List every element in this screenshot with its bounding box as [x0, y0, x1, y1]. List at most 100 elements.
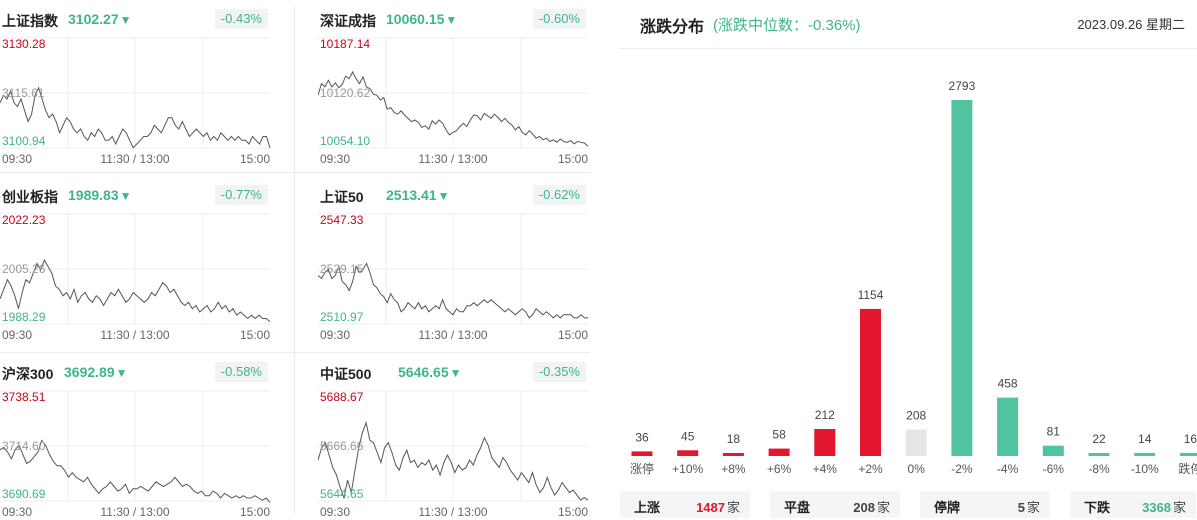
index-price-value: 1989.83: [68, 187, 119, 203]
bar-value-label: 212: [815, 408, 835, 422]
summary-label: 停牌: [934, 500, 961, 515]
bar-value-label: 208: [906, 409, 926, 423]
index-card-header: 中证500 5646.65▼ -0.35%: [318, 357, 588, 383]
summary-unit: 家: [726, 500, 740, 515]
summary-number: 3368: [1142, 500, 1171, 515]
mid-label: 3714.60: [2, 439, 46, 453]
index-change-badge: -0.62%: [532, 185, 586, 205]
low-label: 5644.65: [320, 487, 364, 501]
time-label-start: 09:30: [320, 152, 350, 166]
time-label-mid: 11:30 / 13:00: [100, 152, 169, 166]
row-divider: [0, 172, 590, 173]
index-card-header: 沪深300 3692.89▼ -0.58%: [0, 357, 270, 383]
index-name: 中证500: [320, 366, 372, 382]
bar: [1042, 445, 1064, 456]
index-card-cyb[interactable]: 创业板指 1989.83▼ -0.77% 2022.23 2005.26 1988.…: [0, 180, 271, 350]
index-price-value: 3692.89: [64, 364, 115, 380]
time-label-end: 15:00: [240, 505, 270, 519]
distribution-bar-chart: 36 涨停 45 +10% 18 +8% 58 +6% 212 +4% 1154 +2% 208 0% 27…: [630, 79, 1197, 476]
price-line: [0, 86, 271, 149]
summary-label: 下跌: [1084, 500, 1111, 515]
high-label: 3130.28: [2, 37, 46, 51]
bar-value-label: 22: [1092, 432, 1106, 446]
summary-value: 208 家: [853, 497, 890, 516]
index-card-sz[interactable]: 深证成指 10060.15▼ -0.60% 10187.14 10120.62 10…: [318, 4, 589, 174]
index-name: 深证成指: [320, 13, 376, 29]
index-price: 3692.89▼: [64, 364, 128, 380]
bar: [768, 448, 790, 456]
low-label: 2510.97: [320, 310, 364, 324]
summary-unit: 家: [1172, 500, 1186, 515]
index-card-sh[interactable]: 上证指数 3102.27▼ -0.43% 3130.28 3115.61 3100.…: [0, 4, 271, 174]
summary-unit: 家: [876, 500, 890, 515]
bar-value-label: 45: [681, 429, 695, 443]
bar: [997, 397, 1019, 456]
distribution-median: (涨跌中位数：-0.36%): [713, 17, 861, 34]
time-label-start: 09:30: [320, 328, 350, 342]
bar: [1088, 453, 1110, 456]
bar-category-label: 跌停: [1178, 461, 1197, 476]
index-card-header: 上证指数 3102.27▼ -0.43%: [0, 4, 270, 30]
high-label: 10187.14: [320, 37, 370, 51]
summary-flat: 平盘 208 家: [770, 491, 900, 518]
header-divider: [619, 48, 1197, 49]
column-divider: [294, 6, 295, 514]
mid-label: 3115.61: [2, 86, 45, 100]
bar-category-label: +8%: [721, 462, 746, 476]
high-label: 5688.67: [320, 390, 364, 404]
bar: [951, 100, 973, 456]
bar-value-label: 58: [772, 428, 786, 442]
time-label-start: 09:30: [2, 152, 32, 166]
bar-category-label: +4%: [813, 462, 838, 476]
bar-category-label: -6%: [1043, 462, 1065, 476]
row-divider: [0, 352, 590, 353]
bar: [631, 451, 653, 456]
bar: [1134, 453, 1156, 456]
down-arrow-icon: ▼: [449, 366, 462, 380]
time-label-end: 15:00: [240, 152, 270, 166]
distribution-title: 涨跌分布: [640, 19, 705, 36]
down-arrow-icon: ▼: [119, 189, 132, 203]
summary-up: 上涨 1487 家: [620, 491, 750, 518]
index-card-sz50[interactable]: 上证50 2513.41▼ -0.62% 2547.33 2529.15 2510.…: [318, 180, 588, 350]
low-label: 1988.29: [2, 310, 46, 324]
time-label-mid: 11:30 / 13:00: [100, 505, 169, 519]
bar-category-label: -2%: [951, 462, 973, 476]
summary-value: 3368 家: [1142, 497, 1186, 516]
time-label-mid: 11:30 / 13:00: [418, 328, 487, 342]
time-label-end: 15:00: [558, 152, 588, 166]
bar: [677, 450, 699, 456]
time-label-start: 09:30: [2, 328, 32, 342]
index-price-value: 5646.65: [398, 364, 449, 380]
bar: [860, 308, 881, 456]
index-card-header: 创业板指 1989.83▼ -0.77%: [0, 180, 270, 206]
time-label-start: 09:30: [320, 505, 350, 519]
index-card-zz500[interactable]: 中证500 5646.65▼ -0.35% 5688.67 5666.66 5644…: [318, 357, 588, 520]
bar-category-label: -4%: [997, 462, 1019, 476]
summary-number: 5: [1017, 500, 1025, 515]
high-label: 3738.51: [2, 390, 46, 404]
summary-number: 208: [853, 500, 875, 515]
index-change-badge: -0.58%: [214, 362, 268, 382]
intraday-chart: 3738.51 3714.60 3690.69 09:30 11:30 / 13:00 1…: [0, 390, 271, 519]
bar-category-label: 0%: [908, 462, 926, 476]
time-label-start: 09:30: [2, 505, 32, 519]
bar-category-label: -10%: [1131, 462, 1159, 476]
summary-down: 下跌 3368 家: [1070, 491, 1196, 518]
price-line: [0, 258, 271, 323]
intraday-chart: 2547.33 2529.15 2510.97 09:30 11:30 / 13:00 1…: [318, 213, 588, 342]
low-label: 10054.10: [320, 134, 370, 148]
down-arrow-icon: ▼: [437, 189, 450, 203]
index-price-value: 10060.15: [386, 11, 445, 27]
index-price-value: 3102.27: [68, 11, 119, 27]
bar-category-label: +2%: [858, 462, 883, 476]
low-label: 3100.94: [2, 134, 46, 148]
index-change-badge: -0.60%: [532, 9, 586, 29]
intraday-chart: 10187.14 10120.62 10054.10 09:30 11:30 / 13:…: [318, 37, 589, 166]
index-price: 5646.65▼: [398, 364, 462, 380]
bar: [905, 429, 927, 456]
bar-value-label: 16: [1184, 432, 1197, 446]
index-card-hs300[interactable]: 沪深300 3692.89▼ -0.58% 3738.51 3714.60 3690…: [0, 357, 271, 520]
bar-value-label: 81: [1047, 425, 1061, 439]
